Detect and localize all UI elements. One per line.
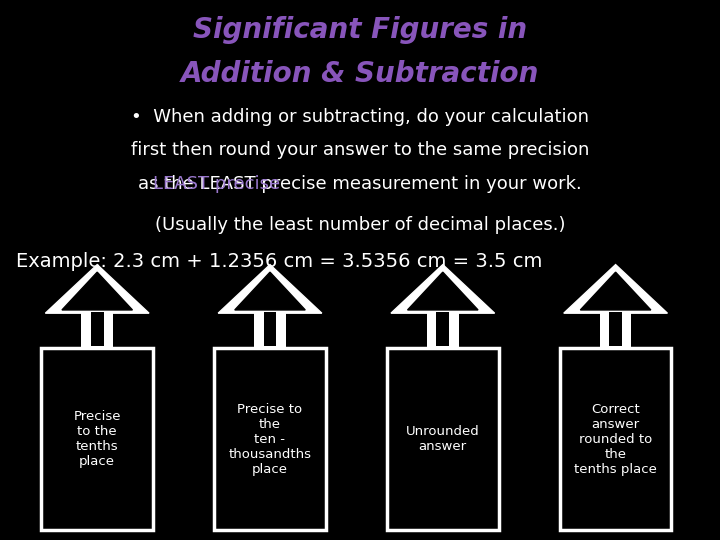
Text: •  When adding or subtracting, do your calculation: • When adding or subtracting, do your ca… [131,108,589,126]
Bar [81,313,113,348]
Text: Correct
answer
rounded to
the
tenths place: Correct answer rounded to the tenths pla… [574,403,657,476]
Bar [215,348,325,530]
Bar [560,348,671,530]
Bar [427,313,459,348]
Text: as the LEAST precise measurement in your work.: as the LEAST precise measurement in your… [138,175,582,193]
Bar [91,312,104,346]
Polygon shape [391,265,495,313]
Text: (Usually the least number of decimal places.): (Usually the least number of decimal pla… [155,216,565,234]
Polygon shape [235,272,305,310]
Polygon shape [580,272,651,310]
Text: Precise
to the
tenths
place: Precise to the tenths place [73,410,121,468]
Text: Unrounded
answer: Unrounded answer [406,426,480,453]
Bar [264,312,276,346]
Text: Precise to
the
ten -
thousandths
place: Precise to the ten - thousandths place [228,403,312,476]
Bar [387,348,498,530]
Polygon shape [564,265,667,313]
Text: Example: 2.3 cm + 1.2356 cm = 3.5356 cm = 3.5 cm: Example: 2.3 cm + 1.2356 cm = 3.5356 cm … [16,252,542,271]
Text: LEAST precise: LEAST precise [153,175,280,193]
Polygon shape [62,272,132,310]
Bar [609,312,622,346]
Polygon shape [218,265,322,313]
Polygon shape [408,272,478,310]
Bar [436,312,449,346]
Text: Addition & Subtraction: Addition & Subtraction [181,60,539,89]
Polygon shape [45,265,149,313]
Bar [254,313,286,348]
Text: first then round your answer to the same precision: first then round your answer to the same… [131,141,589,159]
Bar [600,313,631,348]
Text: Significant Figures in: Significant Figures in [193,16,527,44]
Bar [42,348,153,530]
